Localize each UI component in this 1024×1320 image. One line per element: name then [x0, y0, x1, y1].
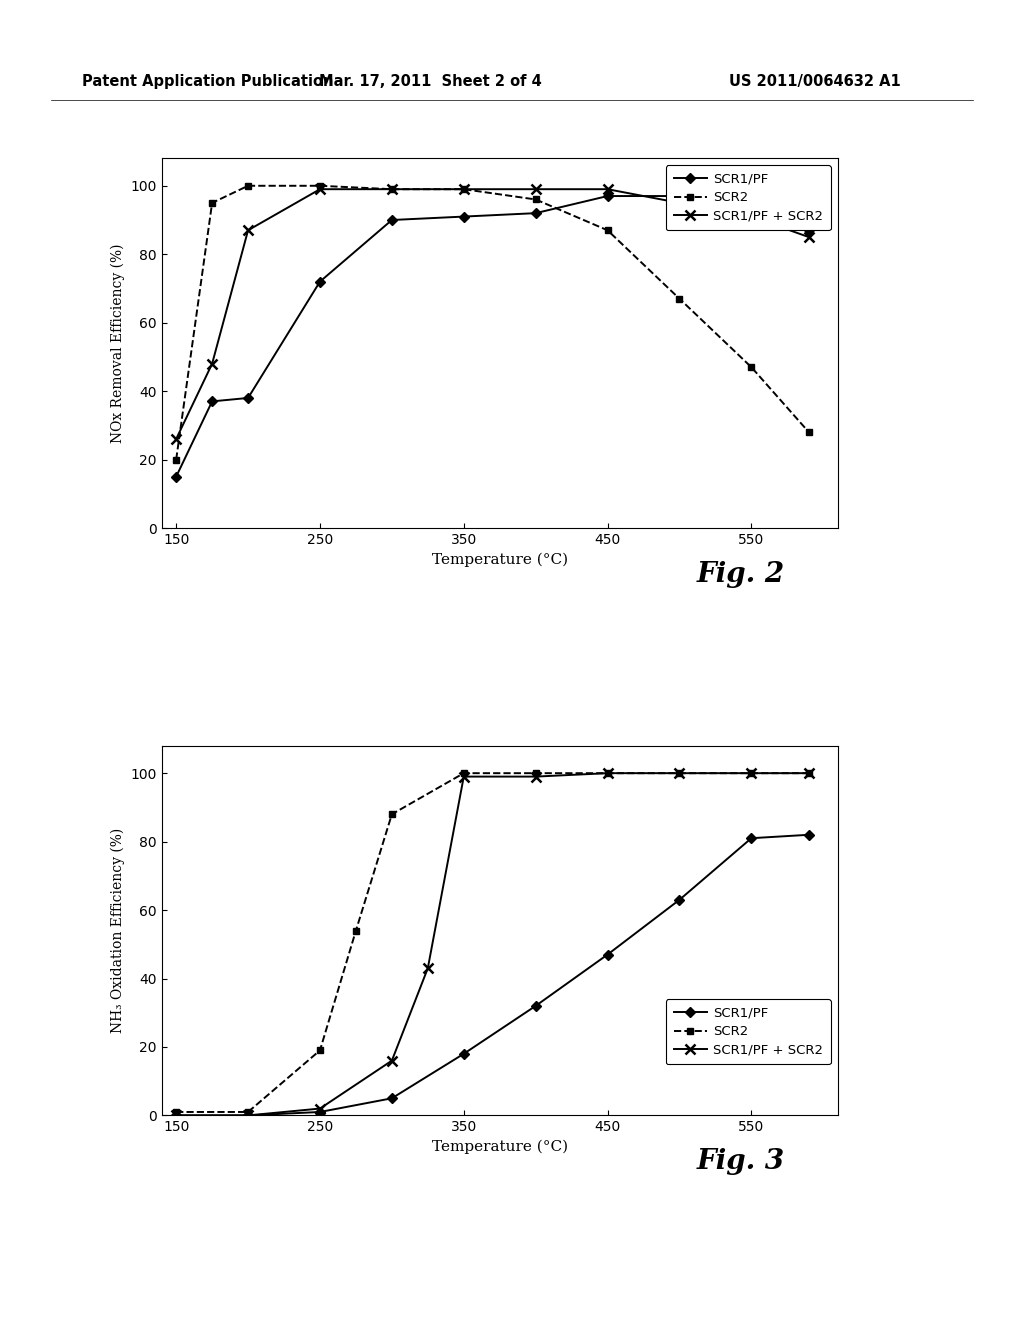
SCR1/PF + SCR2 — [529, 181, 542, 197]
SCR2 — [386, 181, 398, 197]
SCR1/PF + SCR2 — [313, 1101, 326, 1117]
SCR2 — [170, 1104, 182, 1119]
SCR2 — [601, 222, 613, 238]
SCR2 — [350, 923, 362, 939]
SCR1/PF + SCR2 — [529, 768, 542, 784]
SCR1/PF + SCR2 — [206, 356, 218, 372]
Text: Mar. 17, 2011  Sheet 2 of 4: Mar. 17, 2011 Sheet 2 of 4 — [318, 74, 542, 90]
SCR1/PF + SCR2 — [242, 1107, 254, 1123]
Legend: SCR1/PF, SCR2, SCR1/PF + SCR2: SCR1/PF, SCR2, SCR1/PF + SCR2 — [666, 165, 831, 231]
SCR1/PF — [803, 826, 815, 842]
Line: SCR2: SCR2 — [173, 770, 812, 1115]
SCR1/PF — [458, 209, 470, 224]
SCR1/PF + SCR2 — [803, 230, 815, 246]
Text: Fig. 2: Fig. 2 — [696, 561, 784, 587]
SCR1/PF — [242, 1107, 254, 1123]
Line: SCR1/PF: SCR1/PF — [173, 193, 812, 480]
SCR1/PF + SCR2 — [170, 432, 182, 447]
Text: Fig. 3: Fig. 3 — [696, 1148, 784, 1175]
Y-axis label: NOx Removal Efficiency (%): NOx Removal Efficiency (%) — [111, 243, 125, 444]
SCR1/PF — [674, 189, 686, 205]
SCR1/PF — [206, 393, 218, 409]
SCR1/PF — [803, 222, 815, 238]
SCR1/PF — [601, 189, 613, 205]
X-axis label: Temperature (°C): Temperature (°C) — [432, 552, 567, 566]
SCR1/PF + SCR2 — [170, 1107, 182, 1123]
Line: SCR1/PF + SCR2: SCR1/PF + SCR2 — [171, 768, 814, 1121]
SCR1/PF + SCR2 — [601, 181, 613, 197]
SCR1/PF — [601, 946, 613, 962]
SCR1/PF — [313, 273, 326, 289]
Y-axis label: NH₃ Oxidation Efficiency (%): NH₃ Oxidation Efficiency (%) — [111, 828, 125, 1034]
Line: SCR1/PF + SCR2: SCR1/PF + SCR2 — [171, 185, 814, 444]
SCR1/PF + SCR2 — [458, 181, 470, 197]
Text: Patent Application Publication: Patent Application Publication — [82, 74, 334, 90]
SCR1/PF — [458, 1045, 470, 1061]
Line: SCR1/PF: SCR1/PF — [173, 832, 812, 1119]
SCR1/PF + SCR2 — [386, 1053, 398, 1069]
SCR2 — [601, 766, 613, 781]
SCR1/PF — [674, 892, 686, 908]
SCR1/PF + SCR2 — [422, 961, 434, 977]
SCR1/PF — [242, 389, 254, 405]
SCR2 — [745, 766, 758, 781]
SCR1/PF — [529, 998, 542, 1014]
X-axis label: Temperature (°C): Temperature (°C) — [432, 1139, 567, 1154]
SCR1/PF + SCR2 — [803, 766, 815, 781]
SCR2 — [529, 191, 542, 207]
SCR2 — [674, 290, 686, 306]
SCR1/PF — [170, 469, 182, 484]
SCR2 — [674, 766, 686, 781]
SCR1/PF + SCR2 — [386, 181, 398, 197]
SCR1/PF + SCR2 — [745, 766, 758, 781]
SCR2 — [458, 766, 470, 781]
SCR1/PF + SCR2 — [674, 766, 686, 781]
SCR2 — [206, 195, 218, 211]
SCR1/PF + SCR2 — [458, 768, 470, 784]
SCR1/PF + SCR2 — [601, 766, 613, 781]
SCR2 — [242, 1104, 254, 1119]
SCR2 — [458, 181, 470, 197]
SCR1/PF — [745, 202, 758, 218]
SCR2 — [529, 766, 542, 781]
SCR1/PF + SCR2 — [745, 209, 758, 224]
Legend: SCR1/PF, SCR2, SCR1/PF + SCR2: SCR1/PF, SCR2, SCR1/PF + SCR2 — [666, 999, 831, 1064]
Line: SCR2: SCR2 — [173, 182, 812, 463]
SCR1/PF — [386, 1090, 398, 1106]
SCR1/PF — [170, 1107, 182, 1123]
SCR1/PF + SCR2 — [242, 222, 254, 238]
SCR2 — [803, 424, 815, 440]
SCR2 — [386, 807, 398, 822]
SCR1/PF — [745, 830, 758, 846]
SCR1/PF + SCR2 — [674, 195, 686, 211]
Text: US 2011/0064632 A1: US 2011/0064632 A1 — [729, 74, 901, 90]
SCR1/PF — [313, 1104, 326, 1119]
SCR2 — [803, 766, 815, 781]
SCR1/PF — [529, 205, 542, 220]
SCR2 — [242, 178, 254, 194]
SCR1/PF + SCR2 — [313, 181, 326, 197]
SCR2 — [745, 359, 758, 375]
SCR2 — [313, 1043, 326, 1059]
SCR2 — [170, 451, 182, 467]
SCR2 — [313, 178, 326, 194]
SCR1/PF — [386, 213, 398, 228]
